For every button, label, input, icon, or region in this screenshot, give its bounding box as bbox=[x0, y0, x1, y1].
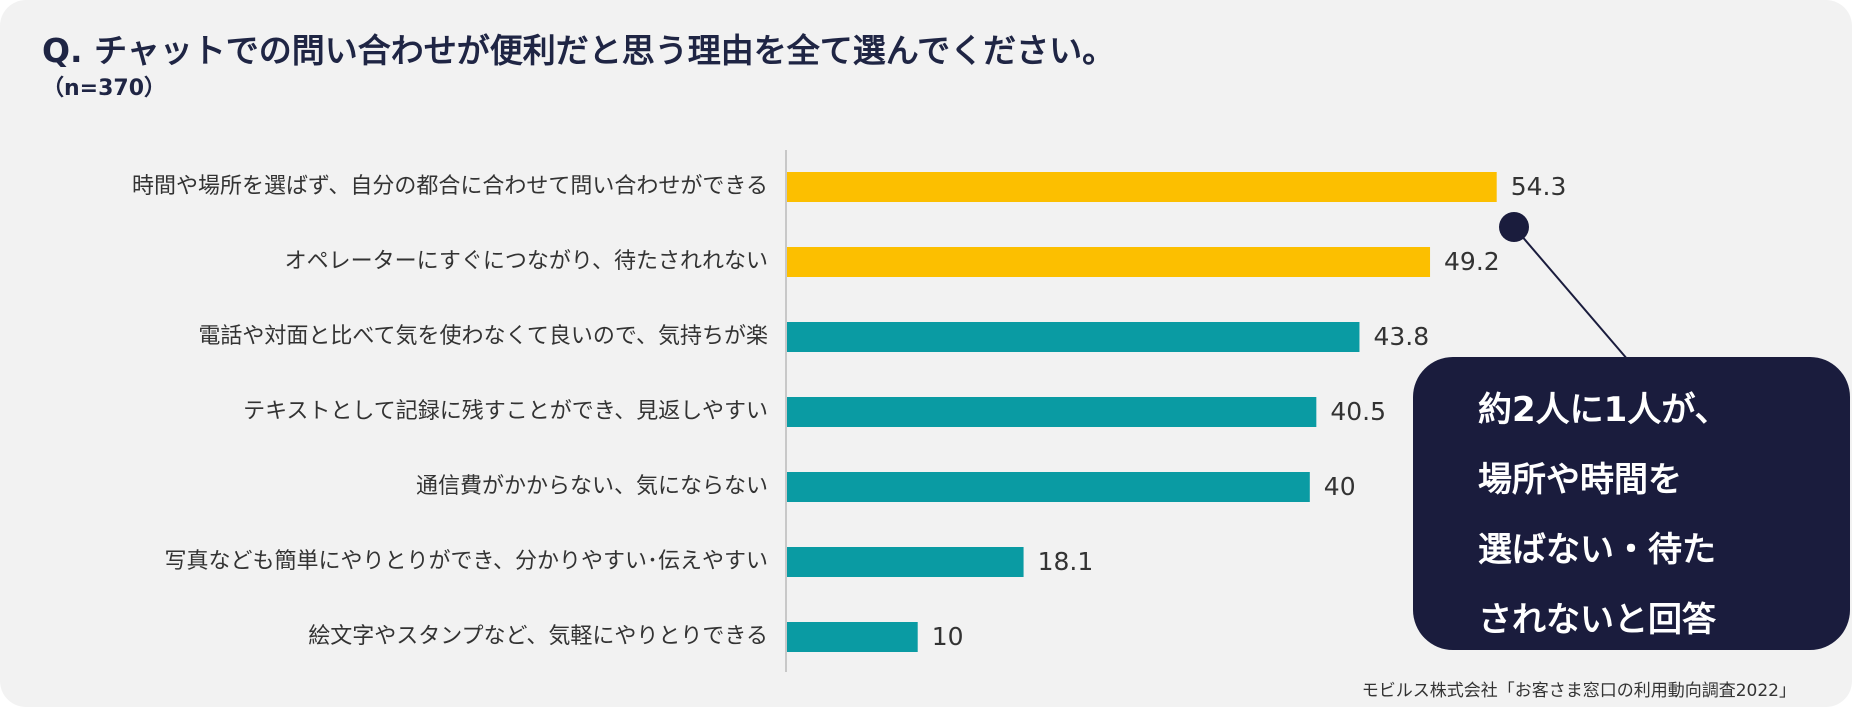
sample-size: （n=370） bbox=[42, 76, 167, 101]
value-label-7: 10 bbox=[932, 622, 964, 651]
value-label-2: 49.2 bbox=[1444, 247, 1500, 276]
bar-4 bbox=[787, 397, 1317, 427]
bar-5 bbox=[787, 472, 1310, 502]
callout-line-2: 場所や時間を bbox=[1478, 460, 1682, 500]
bar-2 bbox=[787, 247, 1431, 277]
value-label-4: 40.5 bbox=[1330, 397, 1386, 426]
value-label-1: 54.3 bbox=[1511, 172, 1567, 201]
category-label-5: 通信費がかからない、気にならない bbox=[416, 474, 768, 499]
callout-line-3: 選ばない・待た bbox=[1478, 530, 1716, 570]
chart-title: Q. チャットでの問い合わせが便利だと思う理由を全て選んでください。 bbox=[42, 31, 1116, 70]
value-label-3: 43.8 bbox=[1373, 322, 1429, 351]
category-label-1: 時間や場所を選ばず、自分の都合に合わせて問い合わせができる bbox=[132, 174, 768, 199]
category-label-6: 写真なども簡単にやりとりができ、分かりやすい･伝えやすい bbox=[165, 549, 768, 574]
bar-6 bbox=[787, 547, 1024, 577]
source-note: モビルス株式会社「お客さま窓口の利用動向調査2022」 bbox=[1361, 681, 1796, 701]
category-label-4: テキストとして記録に残すことができ、見返しやすい bbox=[243, 399, 768, 424]
value-label-5: 40 bbox=[1324, 472, 1356, 501]
bar-7 bbox=[787, 622, 918, 652]
category-label-2: オペレーターにすぐにつながり、待たされれない bbox=[285, 249, 768, 274]
callout-line-1: 約2人に1人が、 bbox=[1478, 390, 1729, 430]
callout-pointer-dot bbox=[1499, 212, 1529, 242]
category-label-3: 電話や対面と比べて気を使わなくて良いので、気持ちが楽 bbox=[198, 324, 768, 349]
callout-pointer-line bbox=[1513, 226, 1629, 361]
category-label-7: 絵文字やスタンプなど、気軽にやりとりできる bbox=[308, 624, 768, 649]
value-label-6: 18.1 bbox=[1038, 547, 1094, 576]
bar-1 bbox=[787, 172, 1497, 202]
callout-box: 約2人に1人が、 場所や時間を 選ばない・待た されないと回答 bbox=[1413, 357, 1850, 650]
callout-line-4: されないと回答 bbox=[1478, 600, 1716, 640]
bar-3 bbox=[787, 322, 1360, 352]
